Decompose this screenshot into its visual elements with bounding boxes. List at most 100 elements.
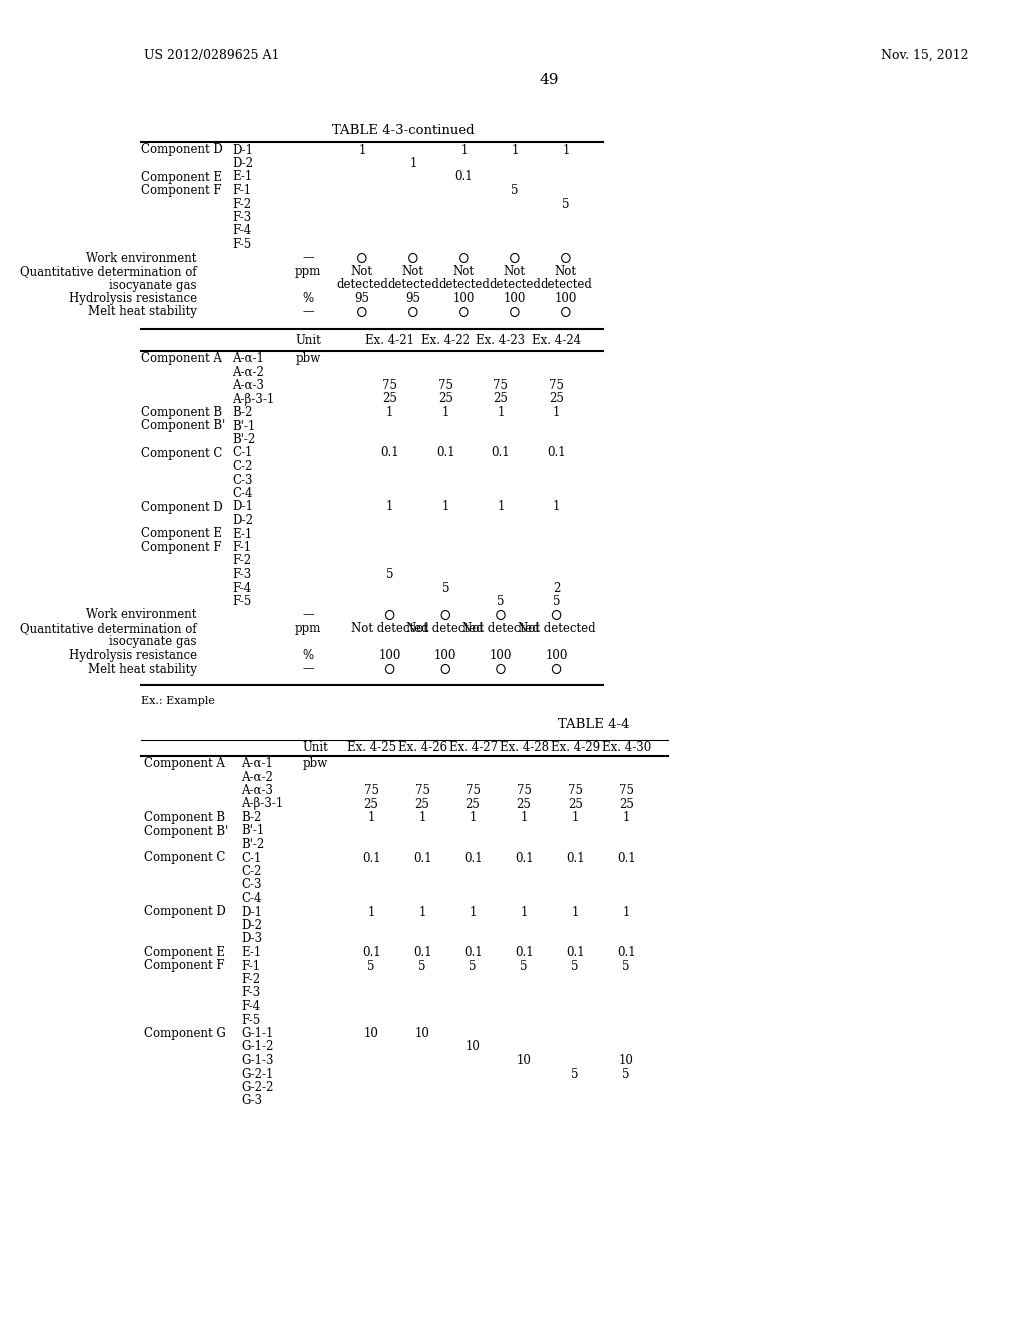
Text: 5: 5	[553, 595, 560, 609]
Text: 1: 1	[386, 407, 393, 418]
Text: Ex. 4-25: Ex. 4-25	[346, 741, 395, 754]
Text: D-3: D-3	[242, 932, 262, 945]
Text: TABLE 4-4: TABLE 4-4	[558, 718, 630, 731]
Text: B-2: B-2	[232, 407, 252, 418]
Text: Nov. 15, 2012: Nov. 15, 2012	[882, 49, 969, 62]
Text: Ex. 4-26: Ex. 4-26	[397, 741, 446, 754]
Text: 0.1: 0.1	[566, 851, 585, 865]
Text: Component D: Component D	[141, 500, 223, 513]
Text: 75: 75	[494, 379, 509, 392]
Text: ppm: ppm	[295, 622, 322, 635]
Text: 0.1: 0.1	[380, 446, 399, 459]
Text: 10: 10	[364, 1027, 379, 1040]
Text: Component B: Component B	[141, 407, 222, 418]
Text: Not: Not	[401, 265, 424, 279]
Text: 0.1: 0.1	[566, 946, 585, 960]
Text: pbw: pbw	[295, 352, 321, 366]
Text: F-4: F-4	[242, 1001, 260, 1012]
Text: Ex. 4-22: Ex. 4-22	[421, 334, 470, 347]
Text: 0.1: 0.1	[413, 946, 431, 960]
Text: 2: 2	[553, 582, 560, 594]
Text: 25: 25	[438, 392, 453, 405]
Text: F-1: F-1	[232, 541, 251, 554]
Text: Ex. 4-23: Ex. 4-23	[476, 334, 525, 347]
Text: 0.1: 0.1	[361, 946, 380, 960]
Text: US 2012/0289625 A1: US 2012/0289625 A1	[144, 49, 280, 62]
Text: 5: 5	[571, 960, 579, 973]
Text: %: %	[302, 649, 313, 663]
Text: 100: 100	[546, 649, 567, 663]
Text: 25: 25	[415, 797, 429, 810]
Text: Not: Not	[504, 265, 526, 279]
Text: Component B': Component B'	[144, 825, 228, 837]
Text: 1: 1	[386, 500, 393, 513]
Text: 0.1: 0.1	[436, 446, 455, 459]
Text: F-2: F-2	[232, 198, 251, 210]
Text: 5: 5	[520, 960, 528, 973]
Text: 25: 25	[466, 797, 480, 810]
Text: Not: Not	[453, 265, 475, 279]
Text: Unit: Unit	[295, 334, 321, 347]
Text: Component C: Component C	[141, 446, 222, 459]
Text: Ex. 4-27: Ex. 4-27	[449, 741, 498, 754]
Text: 1: 1	[623, 810, 630, 824]
Text: %: %	[302, 292, 313, 305]
Text: C-3: C-3	[232, 474, 253, 487]
Text: C-3: C-3	[242, 879, 262, 891]
Text: F-2: F-2	[242, 973, 260, 986]
Text: A-α-3: A-α-3	[232, 379, 264, 392]
Text: 75: 75	[567, 784, 583, 797]
Text: 5: 5	[623, 960, 630, 973]
Text: F-4: F-4	[232, 224, 251, 238]
Text: Work environment: Work environment	[86, 609, 197, 622]
Text: 1: 1	[410, 157, 417, 170]
Text: B'-1: B'-1	[242, 825, 264, 837]
Text: 1: 1	[562, 144, 569, 157]
Text: D-2: D-2	[232, 157, 253, 170]
Text: 0.1: 0.1	[515, 946, 534, 960]
Text: F-1: F-1	[232, 183, 251, 197]
Text: 1: 1	[553, 500, 560, 513]
Text: Component A: Component A	[141, 352, 222, 366]
Text: Ex.: Example: Ex.: Example	[141, 696, 215, 705]
Text: Ex. 4-21: Ex. 4-21	[366, 334, 414, 347]
Text: ppm: ppm	[295, 265, 322, 279]
Text: —: —	[302, 305, 314, 318]
Text: 75: 75	[364, 784, 379, 797]
Text: 25: 25	[618, 797, 634, 810]
Text: Component F: Component F	[141, 541, 222, 554]
Text: 100: 100	[434, 649, 457, 663]
Text: Hydrolysis resistance: Hydrolysis resistance	[69, 292, 197, 305]
Text: 95: 95	[406, 292, 420, 305]
Text: 75: 75	[466, 784, 480, 797]
Text: 5: 5	[386, 568, 393, 581]
Text: 0.1: 0.1	[492, 446, 510, 459]
Text: D-1: D-1	[242, 906, 262, 919]
Text: Ex. 4-29: Ex. 4-29	[551, 741, 600, 754]
Text: F-5: F-5	[232, 595, 251, 609]
Text: Quantitative determination of: Quantitative determination of	[20, 622, 197, 635]
Text: 5: 5	[562, 198, 569, 210]
Text: 5: 5	[571, 1068, 579, 1081]
Text: 1: 1	[520, 906, 527, 919]
Text: A-β-3-1: A-β-3-1	[232, 392, 274, 405]
Text: 10: 10	[618, 1053, 634, 1067]
Text: 1: 1	[419, 906, 426, 919]
Text: 25: 25	[567, 797, 583, 810]
Text: 25: 25	[549, 392, 564, 405]
Text: 5: 5	[368, 960, 375, 973]
Text: D-2: D-2	[232, 513, 253, 527]
Text: G-2-2: G-2-2	[242, 1081, 273, 1094]
Text: detected: detected	[336, 279, 388, 292]
Text: Not: Not	[555, 265, 577, 279]
Text: Component E: Component E	[144, 946, 225, 960]
Text: 25: 25	[517, 797, 531, 810]
Text: G-1-3: G-1-3	[242, 1053, 273, 1067]
Text: TABLE 4-3-continued: TABLE 4-3-continued	[332, 124, 475, 136]
Text: Not detected: Not detected	[462, 622, 540, 635]
Text: G-2-1: G-2-1	[242, 1068, 273, 1081]
Text: Component F: Component F	[141, 183, 222, 197]
Text: 5: 5	[419, 960, 426, 973]
Text: —: —	[302, 663, 314, 676]
Text: Component E: Component E	[141, 528, 222, 540]
